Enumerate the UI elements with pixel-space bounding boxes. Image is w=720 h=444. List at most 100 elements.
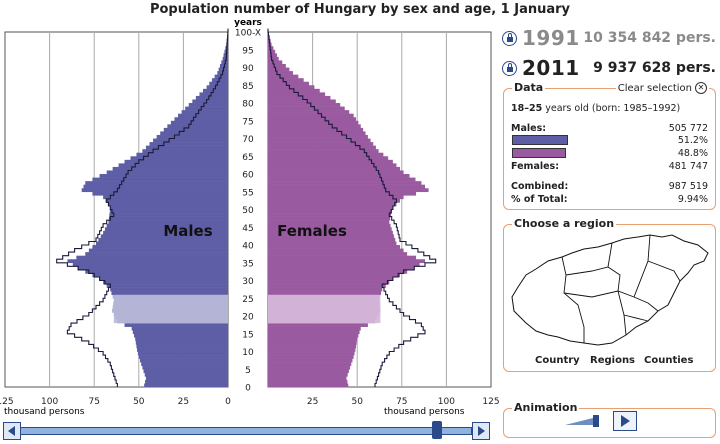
female-bar bbox=[268, 174, 410, 178]
male-bar bbox=[108, 216, 228, 221]
x-tick-label-right: 100 bbox=[438, 397, 455, 407]
male-bar bbox=[185, 106, 228, 111]
female-bar bbox=[268, 134, 368, 139]
female-bar bbox=[268, 106, 345, 111]
female-bar bbox=[268, 266, 415, 271]
male-bar bbox=[111, 291, 228, 295]
hungary-map[interactable] bbox=[508, 231, 711, 349]
male-bar bbox=[132, 330, 228, 335]
male-bar bbox=[103, 230, 228, 235]
age-tick-label: 15 bbox=[242, 330, 253, 340]
male-selection-band bbox=[113, 294, 228, 324]
age-tick-label: 45 bbox=[242, 224, 253, 234]
female-bar bbox=[268, 237, 396, 242]
females-row: Females: 481 747 bbox=[511, 161, 708, 172]
female-bar bbox=[268, 131, 366, 136]
population-1991: 10 354 842 pers. bbox=[583, 30, 716, 46]
female-bar bbox=[268, 142, 374, 146]
female-bar bbox=[268, 358, 353, 363]
male-bar bbox=[98, 237, 228, 242]
female-bar bbox=[268, 166, 401, 171]
female-bar bbox=[268, 376, 347, 381]
female-bar bbox=[268, 262, 420, 267]
x-tick-label-left: 125 bbox=[0, 397, 14, 407]
male-bar bbox=[145, 145, 228, 150]
lock-icon[interactable] bbox=[502, 30, 517, 46]
female-bar bbox=[268, 120, 359, 125]
x-tick-label-right: 125 bbox=[482, 397, 499, 407]
speed-slider[interactable] bbox=[565, 415, 607, 427]
data-panel: Data Clear selection ✕ 18–25 years old (… bbox=[503, 81, 716, 210]
timeline-track[interactable] bbox=[20, 427, 472, 435]
males-pct-row: 51.2% bbox=[511, 135, 708, 146]
age-tick-label: 60 bbox=[242, 171, 254, 181]
female-bar bbox=[268, 85, 315, 90]
counties-button[interactable]: Counties bbox=[644, 355, 694, 366]
female-bar bbox=[268, 213, 392, 217]
timeline-back-button[interactable] bbox=[3, 422, 21, 440]
age-tick-label: 80 bbox=[242, 100, 254, 110]
age-tick-label: 0 bbox=[245, 384, 251, 394]
male-bar bbox=[174, 117, 228, 122]
timeline-forward-button[interactable] bbox=[472, 422, 490, 440]
female-bar bbox=[268, 181, 422, 185]
age-tick-label: 75 bbox=[242, 117, 253, 127]
female-bar bbox=[268, 205, 393, 210]
female-bar bbox=[268, 337, 358, 342]
female-bar bbox=[268, 227, 392, 232]
females-pct-row: 48.8% bbox=[511, 148, 708, 159]
females-pct: 48.8% bbox=[677, 148, 708, 159]
age-axis-label: years bbox=[234, 18, 262, 28]
male-bar bbox=[145, 376, 228, 381]
play-button[interactable] bbox=[613, 411, 637, 431]
male-bar bbox=[106, 284, 228, 288]
female-bar bbox=[268, 202, 397, 207]
population-pyramid[interactable]: 100-X95908580757065605550454035302520151… bbox=[0, 0, 500, 420]
female-bar bbox=[268, 184, 425, 189]
male-bar bbox=[106, 223, 228, 228]
x-unit-right: thousand persons bbox=[384, 407, 465, 417]
female-bar bbox=[268, 127, 364, 132]
regions-button[interactable]: Regions bbox=[590, 355, 636, 366]
male-bar bbox=[134, 333, 228, 338]
male-bar bbox=[136, 344, 228, 349]
female-bar bbox=[268, 67, 290, 72]
female-bar bbox=[268, 149, 379, 153]
population-2011: 9 937 628 pers. bbox=[593, 60, 716, 76]
lock-icon[interactable] bbox=[502, 60, 517, 76]
female-bar bbox=[268, 369, 349, 374]
timeline-thumb[interactable] bbox=[432, 421, 442, 439]
female-bar bbox=[268, 269, 408, 274]
male-bar bbox=[85, 181, 228, 185]
female-bar bbox=[268, 117, 357, 122]
male-bar bbox=[143, 369, 228, 374]
female-bar bbox=[268, 326, 361, 331]
x-tick-label-left: 75 bbox=[88, 397, 99, 407]
male-bar bbox=[145, 379, 228, 384]
female-bar bbox=[268, 81, 310, 86]
clear-selection-button[interactable]: Clear selection ✕ bbox=[615, 82, 709, 94]
animation-panel: Animation bbox=[503, 401, 716, 438]
x-tick-label-right: 25 bbox=[307, 397, 318, 407]
animation-panel-title: Animation bbox=[512, 401, 580, 414]
female-bar bbox=[268, 252, 408, 256]
female-bar bbox=[268, 99, 336, 104]
male-bar bbox=[142, 365, 228, 370]
male-bar bbox=[92, 191, 228, 196]
year-row-2011: 2011 9 937 628 pers. bbox=[502, 56, 716, 80]
age-tick-label: 40 bbox=[242, 242, 254, 252]
male-bar bbox=[118, 163, 228, 168]
male-bar bbox=[130, 156, 228, 161]
female-bar bbox=[268, 92, 326, 97]
male-bar bbox=[110, 205, 228, 210]
female-bar bbox=[268, 170, 404, 175]
country-button[interactable]: Country bbox=[535, 355, 580, 366]
female-bar bbox=[268, 53, 277, 58]
female-bar bbox=[268, 372, 348, 377]
male-bar bbox=[104, 227, 228, 232]
female-bar bbox=[268, 110, 350, 114]
region-panel-title: Choose a region bbox=[512, 217, 617, 230]
male-bar bbox=[92, 273, 228, 278]
female-bar bbox=[268, 365, 351, 370]
age-tick-label: 25 bbox=[242, 295, 253, 305]
